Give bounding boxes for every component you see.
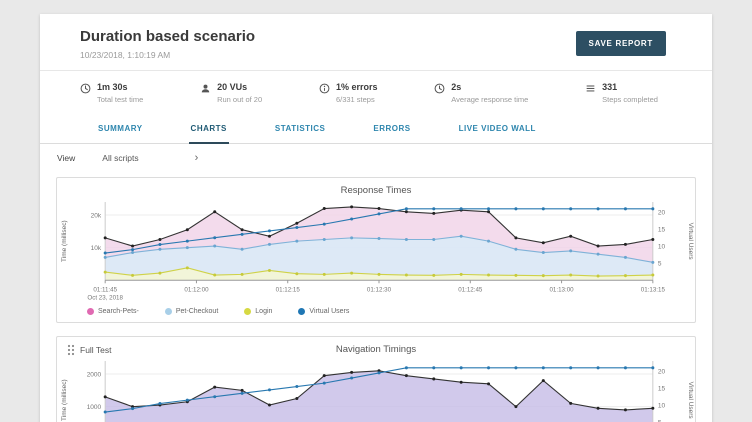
stat-label: 6/331 steps — [335, 95, 375, 104]
report-card: Duration based scenario 10/23/2018, 1:10… — [40, 14, 712, 422]
svg-text:2000: 2000 — [87, 372, 102, 379]
report-heading-group: Duration based scenario 10/23/2018, 1:10… — [80, 28, 255, 60]
report-header: Duration based scenario 10/23/2018, 1:10… — [40, 14, 712, 71]
legend-dot — [298, 308, 306, 316]
view-filter-row: View All scripts › — [40, 144, 712, 170]
stat-steps-completed: 331 Steps completed — [585, 82, 658, 104]
stat-avg-response-time: 2s Average response time — [434, 82, 528, 104]
tab-bar: SUMMARY CHARTS STATISTICS ERRORS LIVE VI… — [40, 114, 712, 144]
stat-label: Total test time — [97, 95, 144, 104]
stat-label: Average response time — [451, 95, 529, 104]
legend-label: Login — [255, 308, 273, 316]
stat-value: 20 VUs — [217, 82, 248, 92]
navigation-timings-chart-card: Full Test Navigation Timings 1000 2000 5 10… — [56, 336, 696, 422]
tab-statistics[interactable]: STATISTICS — [274, 124, 326, 133]
stat-label: Run out of 20 — [217, 95, 263, 104]
svg-text:15: 15 — [658, 386, 666, 393]
svg-text:5: 5 — [658, 420, 662, 422]
stat-errors: 1% errors 6/331 steps — [319, 82, 378, 104]
svg-text:1000: 1000 — [87, 404, 102, 411]
legend-item-pet-checkout[interactable]: Pet-Checkout — [164, 308, 219, 316]
tab-summary[interactable]: SUMMARY — [98, 124, 143, 133]
svg-text:01:12:45: 01:12:45 — [458, 286, 483, 293]
svg-text:01:13:00: 01:13:00 — [549, 286, 574, 293]
chart-legend: Search-Pets- Pet-Checkout Login Virtual … — [57, 306, 695, 322]
chart-header: Full Test Navigation Timings — [57, 337, 695, 357]
svg-text:20k: 20k — [91, 212, 102, 219]
tab-live-video-wall[interactable]: LIVE VIDEO WALL — [458, 124, 536, 133]
chart-title: Response Times — [340, 185, 412, 196]
chart-header: Response Times — [57, 178, 695, 198]
legend-label: Pet-Checkout — [175, 308, 219, 316]
clock-icon — [434, 83, 445, 94]
svg-text:01:12:30: 01:12:30 — [367, 286, 392, 293]
svg-text:Time (millisec): Time (millisec) — [61, 220, 68, 262]
user-icon — [201, 84, 210, 93]
svg-text:15: 15 — [658, 226, 666, 233]
clock-icon — [80, 83, 91, 94]
save-report-button[interactable]: SAVE REPORT — [575, 31, 666, 56]
svg-text:Oct 23, 2018: Oct 23, 2018 — [87, 294, 123, 301]
legend-item-virtual-users[interactable]: Virtual Users — [298, 308, 350, 316]
stat-value: 2s — [451, 82, 462, 92]
view-label: View — [57, 153, 76, 163]
legend-dot — [244, 308, 252, 316]
chevron-right-icon[interactable]: › — [194, 152, 199, 164]
stat-value: 1% errors — [335, 82, 378, 92]
stat-value: 331 — [602, 82, 618, 92]
svg-text:01:12:15: 01:12:15 — [276, 286, 301, 293]
legend-dot — [164, 308, 172, 316]
svg-text:01:12:00: 01:12:00 — [184, 286, 209, 293]
svg-text:10k: 10k — [91, 245, 102, 252]
svg-text:Virtual Users: Virtual Users — [687, 382, 694, 420]
svg-text:Virtual Users: Virtual Users — [687, 223, 694, 261]
svg-text:Time (millisec): Time (millisec) — [61, 380, 68, 422]
stat-label: Steps completed — [602, 95, 658, 104]
svg-text:10: 10 — [658, 243, 666, 250]
chart-title: Navigation Timings — [335, 344, 417, 356]
list-icon — [586, 85, 595, 92]
full-test-panel-label[interactable]: Full Test — [67, 344, 112, 356]
scripts-dropdown[interactable]: All scripts › — [102, 152, 199, 164]
tab-errors[interactable]: ERRORS — [373, 124, 411, 133]
response-times-chart: 10k 20k 5 10 15 20 01:11:45 01:12:00 01:12:15 01:… — [61, 202, 694, 301]
legend-dot — [87, 308, 94, 316]
svg-text:01:13:15: 01:13:15 — [641, 286, 666, 293]
legend-item-login[interactable]: Login — [244, 308, 273, 316]
svg-text:01:11:45: 01:11:45 — [93, 286, 117, 293]
svg-text:20: 20 — [658, 369, 666, 376]
legend-label: Search-Pets- — [98, 308, 139, 316]
stat-virtual-users: 20 VUs Run out of 20 — [200, 82, 262, 104]
navigation-timings-chart: 10002000510152001:11:4501:12:0001:12:150… — [61, 361, 694, 422]
stat-value: 1m 30s — [97, 82, 128, 92]
drag-handle-icon[interactable] — [67, 344, 75, 356]
response-times-chart-card: Response Times 10k 20k 5 10 15 20 01:11:45 01:1… — [56, 177, 696, 324]
report-timestamp: 10/23/2018, 1:10:19 AM — [80, 50, 171, 60]
svg-text:20: 20 — [658, 209, 666, 216]
svg-text:5: 5 — [658, 260, 662, 267]
svg-text:10: 10 — [658, 403, 666, 410]
panel-label-text: Full Test — [80, 345, 112, 356]
stats-row: 1m 30s Total test time 20 VUs Run out of… — [40, 71, 712, 114]
legend-label: Virtual Users — [309, 308, 350, 316]
legend-item-search-pets[interactable]: Search-Pets- — [87, 308, 139, 316]
info-icon — [319, 83, 330, 94]
scripts-dropdown-value: All scripts — [102, 153, 139, 163]
tab-charts[interactable]: CHARTS — [188, 114, 229, 144]
stat-total-test-time: 1m 30s Total test time — [80, 82, 143, 104]
page-title: Duration based scenario — [80, 28, 256, 45]
